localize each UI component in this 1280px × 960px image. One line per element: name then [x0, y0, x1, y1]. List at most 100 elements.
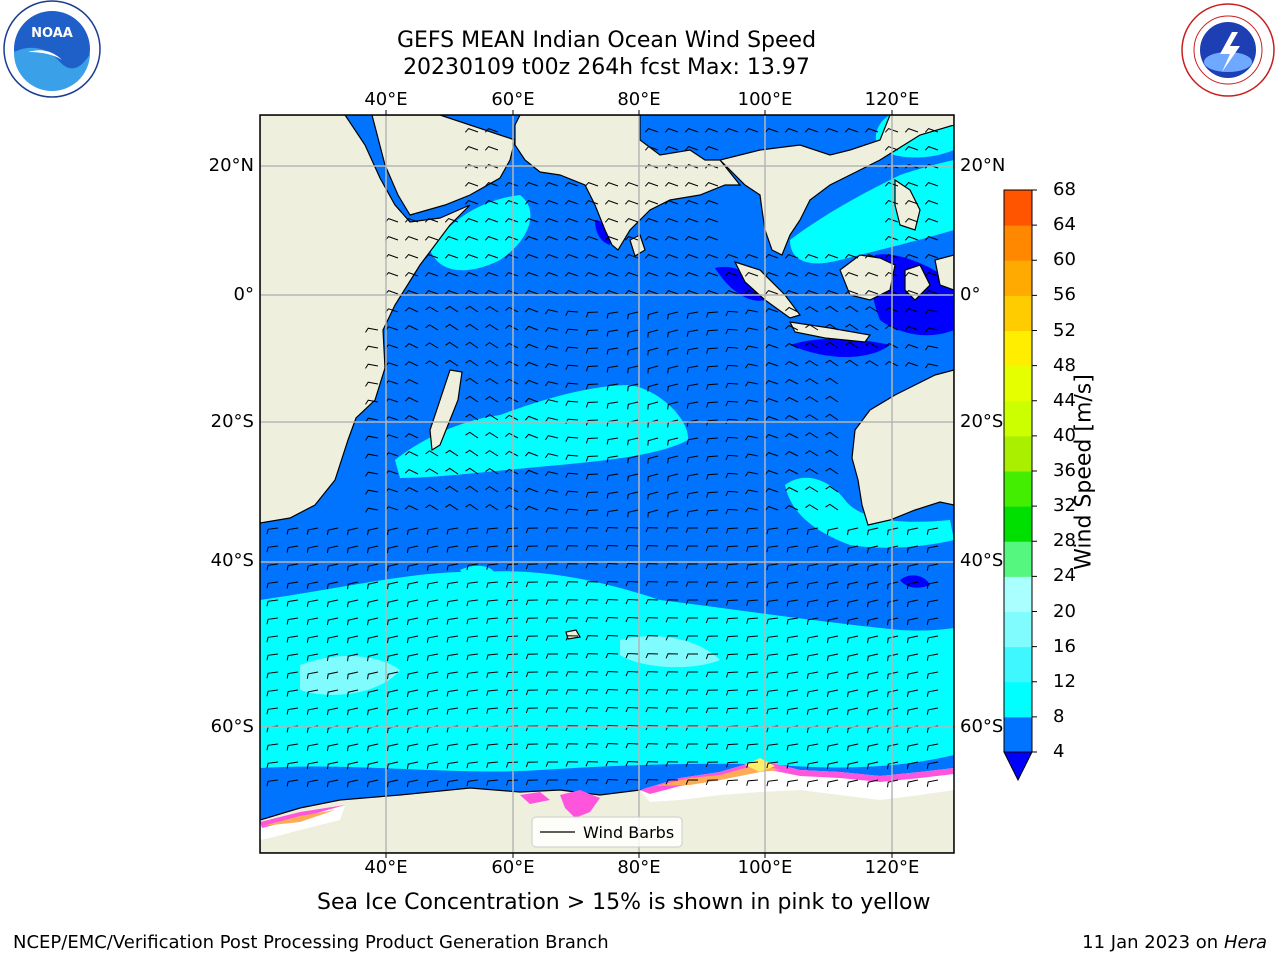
wind-barb: [867, 527, 879, 536]
wind-barb: [426, 779, 439, 787]
wind-barb: [887, 545, 899, 554]
wind-barb: [404, 254, 419, 259]
wind-barb: [525, 761, 539, 768]
wind-barb: [565, 743, 579, 749]
wind-barb: [585, 401, 599, 408]
wind-barb: [544, 290, 559, 295]
wind-barb: [606, 383, 619, 391]
wind-barb: [644, 164, 659, 169]
wind-barb: [647, 311, 659, 320]
wind-barb: [705, 599, 719, 606]
wind-barb: [426, 743, 439, 751]
lon-tick-bottom: 40°E: [364, 857, 408, 878]
wind-barb: [785, 414, 799, 421]
wind-barb: [524, 433, 539, 439]
wind-barb: [565, 472, 579, 478]
wind-barb: [365, 417, 379, 423]
wind-barb: [486, 617, 499, 624]
wind-barb: [505, 486, 519, 493]
colorbar-segment: [1004, 541, 1032, 577]
wind-barb: [764, 398, 779, 403]
wind-barb: [667, 347, 679, 356]
wind-barb: [926, 743, 939, 751]
wind-barb: [565, 508, 579, 514]
wind-barb: [906, 653, 919, 662]
wind-barb: [505, 342, 519, 349]
wind-barb: [685, 779, 698, 785]
wind-barb: [605, 598, 619, 605]
wind-barb: [387, 761, 399, 770]
wind-barb: [524, 361, 539, 367]
wind-barb: [605, 616, 619, 623]
wind-barb: [726, 689, 739, 696]
wind-barb: [665, 743, 679, 749]
wind-barb: [625, 670, 639, 677]
wind-barb: [906, 527, 919, 536]
wind-barb: [426, 653, 439, 661]
wind-barb: [904, 236, 919, 241]
colorbar-tick-label: 32: [1053, 495, 1076, 517]
wind-barb: [924, 254, 939, 259]
wind-barb: [887, 671, 899, 680]
colorbar-segment: [1004, 400, 1032, 437]
wind-barb: [785, 360, 799, 367]
wind-barb: [525, 779, 539, 786]
wind-barb: [647, 347, 659, 356]
wind-barb: [406, 617, 419, 626]
wind-barb: [784, 254, 799, 259]
wind-barb: [744, 272, 759, 277]
wind-barb: [806, 689, 819, 697]
java: [788, 321, 872, 343]
wind-barb: [326, 527, 339, 536]
wind-barb: [365, 327, 379, 333]
wind-barb: [445, 449, 459, 457]
wind-barb: [746, 563, 759, 570]
wind-barb: [544, 453, 559, 459]
wind-barb: [524, 307, 539, 313]
wind-barb: [705, 653, 719, 660]
wind-barb: [465, 467, 479, 475]
wind-barb: [506, 635, 519, 642]
wind-barb: [367, 761, 379, 770]
wind-barb: [406, 779, 419, 788]
wind-barb: [705, 707, 719, 714]
wind-barb: [606, 455, 619, 463]
wind-barb: [864, 290, 879, 295]
wind-barb: [805, 504, 819, 511]
wind-barb: [684, 254, 699, 259]
wind-barb: [604, 218, 619, 223]
wind-barb: [585, 347, 599, 354]
wind-barb: [645, 635, 659, 641]
wind-barb: [525, 671, 539, 678]
wind-barb: [725, 508, 739, 515]
wind-barb: [585, 473, 599, 480]
lat-tick-right: 20°S: [960, 411, 1004, 432]
wind-barb: [806, 671, 819, 679]
wind-barb: [864, 128, 879, 133]
wind-barb: [645, 761, 659, 767]
wind-barb: [544, 309, 559, 315]
cyan-patch-australia: [785, 477, 954, 548]
philippines: [894, 178, 921, 231]
wind-barb: [924, 236, 939, 241]
nws-logo: [1181, 3, 1275, 97]
wind-barb: [464, 236, 479, 241]
lat-tick-right: 60°S: [960, 716, 1004, 737]
wind-barb: [367, 599, 379, 608]
wind-barb: [786, 743, 799, 751]
wind-barb: [387, 689, 399, 698]
wind-barb: [745, 345, 759, 351]
wind-barb: [665, 761, 679, 767]
wind-barb: [786, 635, 799, 643]
wind-barb: [647, 509, 659, 518]
wind-barb: [404, 432, 419, 439]
wind-barb: [465, 431, 479, 439]
wind-barb: [585, 365, 599, 372]
wind-barb: [625, 652, 639, 659]
wind-barb: [926, 635, 939, 643]
wind-barb: [686, 401, 699, 409]
wind-barb: [887, 617, 899, 626]
wind-barb: [904, 146, 919, 151]
wind-barbs: [266, 128, 939, 788]
wind-barb: [805, 342, 819, 349]
